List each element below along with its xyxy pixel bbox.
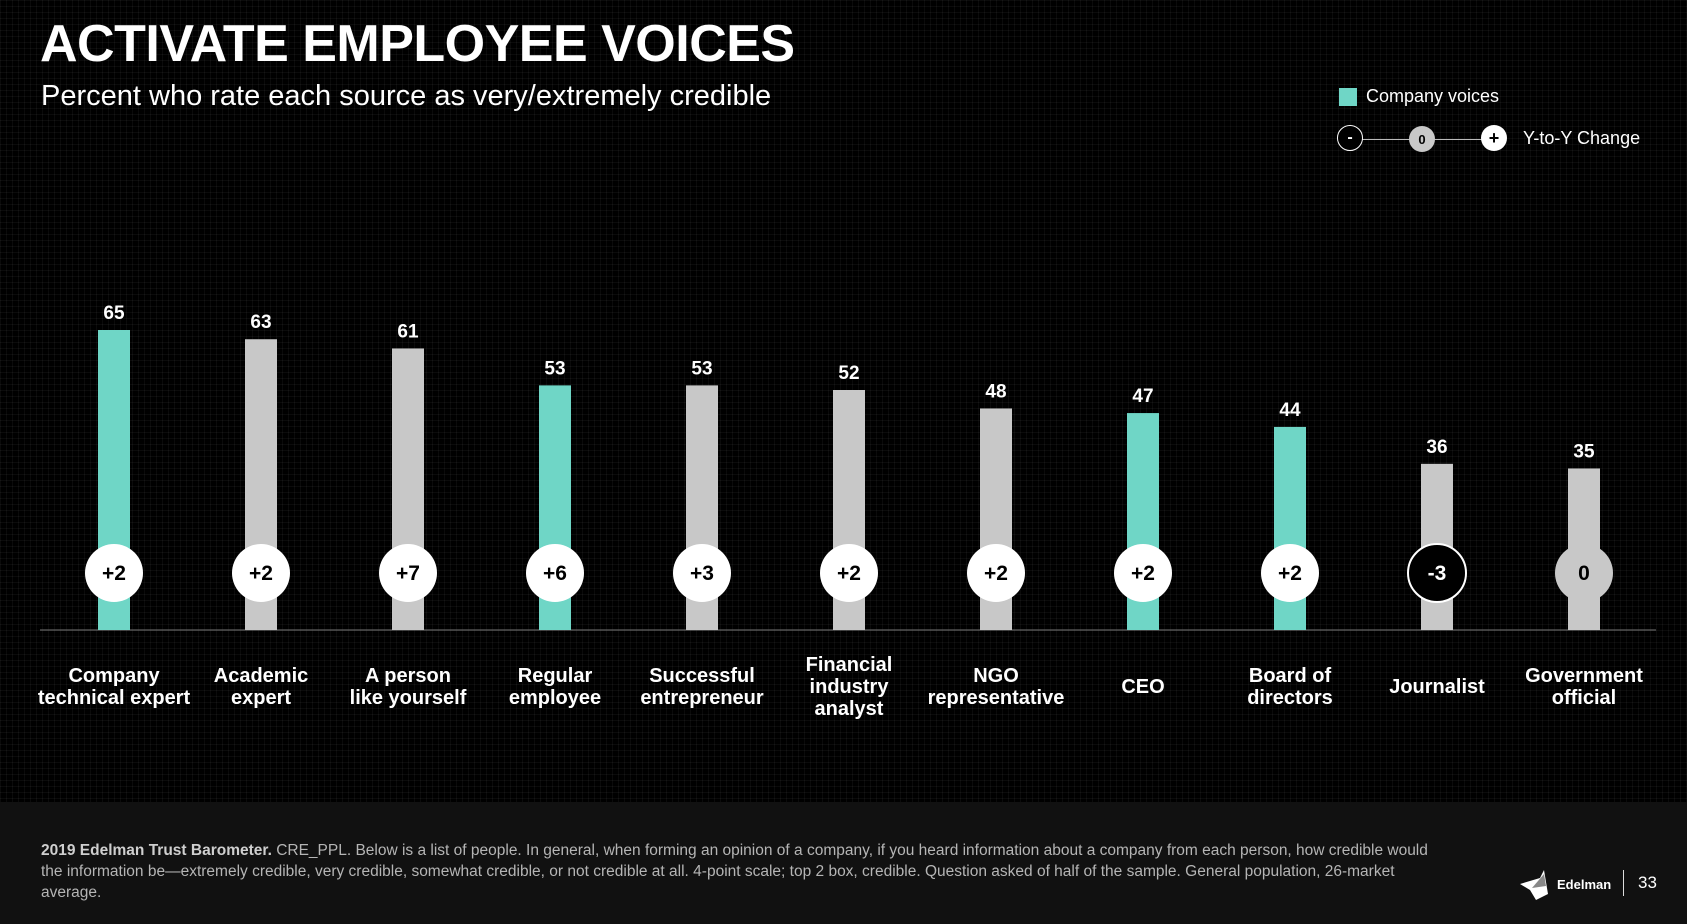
brand-name: Edelman [1557, 877, 1612, 892]
footer-band [0, 802, 1687, 924]
legend-yoy-minus: - [1337, 125, 1363, 151]
category-label-line: Academic [214, 665, 309, 687]
category-label-line: Successful [649, 665, 755, 687]
value-label-4: 53 [691, 358, 712, 379]
yoy-value-1: +2 [249, 562, 273, 585]
yoy-circle-1 [232, 544, 290, 602]
value-label-7: 47 [1132, 386, 1153, 407]
legend-company-swatch [1339, 87, 1357, 106]
yoy-value-6: +2 [984, 562, 1008, 585]
value-label-2: 61 [397, 321, 419, 342]
yoy-circle-9 [1407, 543, 1467, 603]
category-label-line: Journalist [1389, 676, 1485, 698]
category-label-10: Government official [1525, 665, 1643, 709]
source-title: 2019 Edelman Trust Barometer. [41, 842, 272, 859]
category-label-line: A person [365, 665, 451, 687]
category-label-line: Government [1525, 665, 1643, 687]
value-label-6: 48 [985, 381, 1006, 402]
source-footnote: 2019 Edelman Trust Barometer. CRE_PPL. B… [41, 840, 1441, 903]
yoy-value-3: +6 [543, 562, 567, 585]
category-label-line: official [1552, 687, 1616, 709]
yoy-circle-4 [673, 544, 731, 602]
category-label-line: Regular [518, 665, 593, 687]
yoy-value-10: 0 [1578, 562, 1590, 585]
category-label-9: Journalist [1389, 676, 1485, 698]
category-label-5: Financial industry analyst [806, 654, 893, 720]
category-label-line: technical expert [38, 687, 191, 709]
edelman-logo-icon [1520, 870, 1548, 900]
yoy-circle-3 [526, 544, 584, 602]
legend-yoy-zero: 0 [1409, 126, 1435, 152]
category-label-line: Financial [806, 654, 893, 676]
yoy-value-9: -3 [1428, 562, 1447, 585]
category-label-line: expert [231, 687, 291, 709]
chart-subtitle: Percent who rate each source as very/ext… [41, 80, 772, 112]
category-label-line: industry [810, 676, 890, 698]
category-label-line: CEO [1121, 676, 1164, 698]
category-label-4: Successful entrepreneur [640, 665, 764, 709]
category-label-7: CEO [1121, 676, 1164, 698]
category-label-2: A person like yourself [350, 665, 467, 709]
category-label-8: Board of directors [1247, 665, 1333, 709]
category-label-line: representative [928, 687, 1065, 709]
legend-company-label: Company voices [1366, 86, 1500, 106]
yoy-circle-6 [967, 544, 1025, 602]
page-number: 33 [1638, 873, 1657, 892]
yoy-value-5: +2 [837, 562, 861, 585]
category-label-line: analyst [815, 698, 884, 720]
yoy-circle-2 [379, 544, 437, 602]
category-label-3: Regular employee [509, 665, 601, 709]
yoy-circle-8 [1261, 544, 1319, 602]
yoy-circle-10 [1555, 544, 1613, 602]
yoy-value-8: +2 [1278, 562, 1302, 585]
category-label-line: directors [1247, 687, 1333, 709]
yoy-circle-5 [820, 544, 878, 602]
legend-yoy-change: - 0 + Y-to-Y Change [1337, 125, 1657, 155]
yoy-circle-7 [1114, 544, 1172, 602]
yoy-value-4: +3 [690, 562, 714, 585]
category-label-line: NGO [973, 665, 1019, 687]
footer-divider [1623, 870, 1624, 896]
value-label-5: 52 [838, 363, 859, 384]
category-label-0: Company technical expert [38, 665, 191, 709]
category-label-line: Company [68, 665, 160, 687]
category-label-line: Board of [1249, 665, 1332, 687]
value-label-10: 35 [1573, 441, 1595, 462]
value-label-3: 53 [544, 358, 565, 379]
category-label-1: Academic expert [214, 665, 309, 709]
category-label-line: like yourself [350, 687, 467, 709]
legend-company-voices: Company voices [1339, 86, 1499, 107]
value-label-8: 44 [1279, 400, 1301, 421]
source-text: CRE_PPL. Below is a list of people. In g… [41, 842, 1428, 901]
legend-yoy-plus: + [1481, 125, 1507, 151]
page-title: ACTIVATE EMPLOYEE VOICES [40, 15, 795, 73]
value-label-9: 36 [1426, 437, 1447, 458]
yoy-value-2: +7 [396, 562, 420, 585]
yoy-value-7: +2 [1131, 562, 1155, 585]
category-label-line: employee [509, 687, 601, 709]
category-label-line: entrepreneur [640, 687, 764, 709]
category-label-6: NGO representative [928, 665, 1065, 709]
value-label-0: 65 [103, 303, 125, 324]
value-label-1: 63 [250, 312, 271, 333]
yoy-value-0: +2 [102, 562, 126, 585]
yoy-circle-0 [85, 544, 143, 602]
legend-yoy-label: Y-to-Y Change [1523, 128, 1641, 148]
